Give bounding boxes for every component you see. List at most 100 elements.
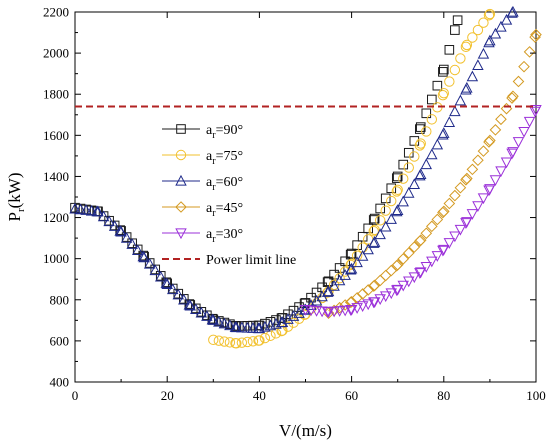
data-point [201, 310, 213, 321]
data-point [328, 279, 340, 291]
y-tick-label: 800 [50, 292, 70, 307]
data-point [333, 306, 346, 317]
data-point [329, 269, 339, 280]
series-layer [69, 5, 542, 349]
data-point [420, 227, 433, 240]
data-point [195, 306, 208, 318]
data-point [357, 242, 368, 253]
legend-marker [175, 201, 187, 213]
data-point [385, 288, 397, 300]
data-point [408, 241, 421, 253]
data-point [484, 184, 496, 195]
data-point [172, 288, 184, 300]
x-tick-label: 0 [72, 388, 79, 403]
data-point [421, 108, 432, 119]
data-point [391, 186, 402, 197]
data-point [431, 213, 444, 226]
data-point [346, 258, 357, 270]
data-point [178, 293, 190, 305]
legend-label-main: a [206, 149, 213, 164]
data-point [282, 313, 294, 324]
data-point [97, 210, 110, 222]
data-point [420, 158, 433, 170]
data-point [507, 147, 519, 158]
data-point [368, 215, 379, 225]
data-point [402, 247, 415, 259]
data-point [403, 186, 415, 198]
data-point [466, 163, 479, 176]
data-point [375, 203, 385, 214]
data-point [352, 240, 362, 250]
data-point [155, 270, 167, 282]
data-point [518, 60, 530, 73]
data-point [219, 336, 230, 347]
data-point [414, 234, 427, 246]
data-point [518, 126, 530, 138]
data-point [530, 105, 542, 116]
data-point [103, 215, 115, 227]
legend-label-rest: =60° [216, 175, 244, 190]
y-tick-label: 1400 [43, 169, 69, 184]
data-point [357, 231, 368, 242]
data-point [277, 313, 288, 323]
data-point [345, 262, 358, 274]
data-point [443, 116, 456, 128]
data-point [409, 151, 420, 162]
y-tick-label: 600 [50, 333, 70, 348]
data-point [368, 297, 381, 308]
data-point [432, 80, 443, 91]
data-point [420, 262, 433, 273]
data-point [489, 175, 502, 187]
y-axis: 400 600 800 1000 1200 1400 1600 1800 2000 2200 [43, 5, 536, 390]
data-point [495, 20, 507, 32]
legend-label-subscript: r [212, 182, 216, 193]
data-point [472, 201, 484, 213]
data-point [311, 298, 322, 309]
data-point [213, 315, 225, 327]
data-point [230, 321, 243, 333]
data-point [530, 28, 542, 41]
data-point [161, 278, 173, 289]
data-point [74, 203, 87, 215]
data-point [362, 299, 374, 311]
data-point [351, 292, 363, 304]
data-point [346, 248, 357, 259]
data-point [483, 10, 495, 21]
data-point [334, 263, 345, 273]
y-tick-label: 1200 [43, 210, 69, 225]
data-point [149, 264, 161, 276]
data-point [408, 178, 421, 190]
data-point [374, 215, 386, 226]
data-point [392, 171, 403, 182]
legend-label: ar=30° [206, 227, 243, 245]
data-point [438, 87, 449, 99]
data-point [397, 280, 409, 292]
data-point [138, 251, 150, 263]
y-tick-label: 1000 [43, 251, 69, 266]
data-point [500, 13, 513, 25]
data-point [478, 17, 489, 28]
data-point [427, 94, 437, 105]
data-point [254, 335, 265, 346]
data-point [461, 81, 473, 93]
data-point [362, 243, 374, 255]
data-point [213, 335, 225, 346]
x-tick-label: 40 [253, 388, 266, 403]
data-point [439, 64, 449, 75]
data-point [461, 172, 473, 185]
data-point [340, 256, 350, 267]
legend-label-rest: =90° [216, 123, 244, 138]
data-point [460, 218, 472, 229]
data-point [80, 204, 92, 215]
data-point [224, 319, 236, 331]
data-point [512, 137, 525, 148]
data-point [184, 299, 196, 311]
data-point [523, 46, 536, 58]
legend-label-main: a [206, 123, 213, 138]
data-point [426, 148, 438, 160]
legend-item: ar=75° [162, 149, 243, 167]
data-point [265, 317, 276, 327]
data-point [466, 209, 479, 220]
data-point [454, 181, 467, 194]
